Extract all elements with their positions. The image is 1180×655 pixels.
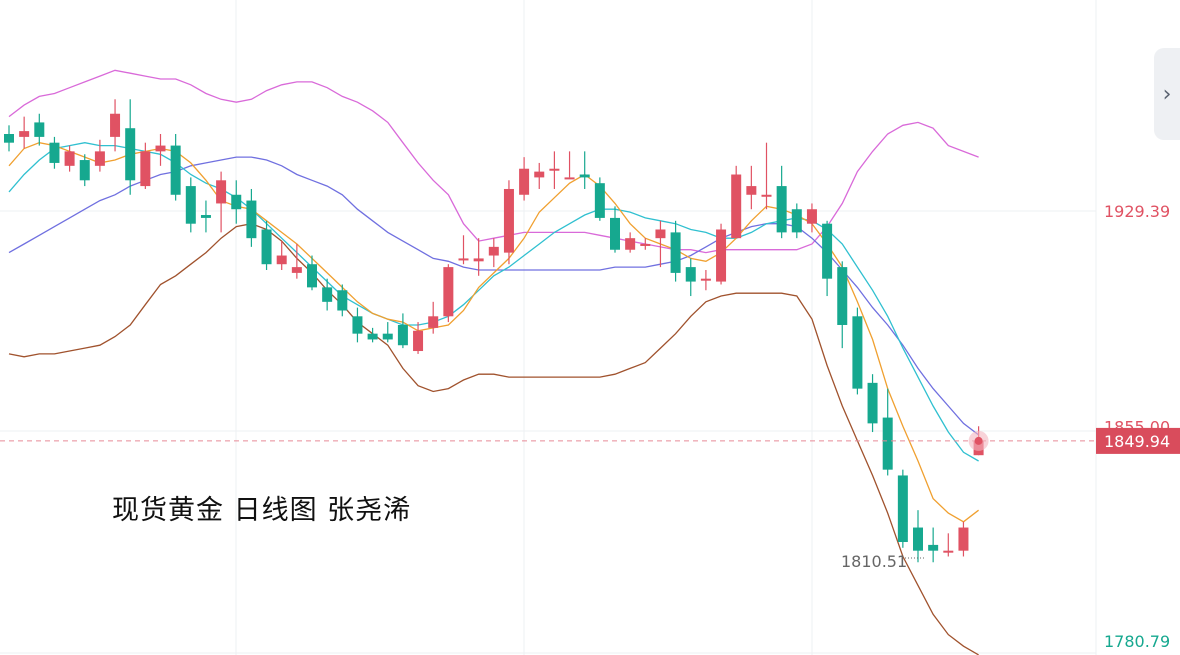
last-price-dot (974, 436, 983, 445)
candle-body-17 (261, 229, 272, 265)
candle-body-23 (352, 316, 363, 334)
candle-body-62 (943, 550, 954, 553)
candle-body-34 (519, 168, 530, 195)
candle-body-0 (4, 133, 14, 143)
candle-body-47 (716, 229, 727, 282)
candle-body-57 (867, 382, 878, 424)
candle-body-49 (746, 186, 757, 195)
candle-body-3 (49, 142, 60, 163)
y-tick-1929: 1929.39 (1104, 202, 1170, 221)
indicator-line-3 (8, 142, 979, 523)
candle-body-46 (700, 278, 711, 281)
candle-body-15 (231, 194, 242, 210)
candle-body-5 (79, 160, 90, 181)
candle-body-41 (625, 238, 636, 250)
candle-body-33 (503, 188, 514, 253)
candle-body-24 (367, 333, 378, 340)
candle-body-10 (155, 145, 166, 152)
last-price-tag (1096, 427, 1180, 454)
candle-body-16 (246, 200, 257, 239)
candle-body-36 (549, 168, 560, 171)
candle-body-50 (761, 194, 772, 197)
candle-body-20 (307, 264, 317, 288)
candle-body-27 (413, 330, 424, 352)
candle-body-12 (185, 186, 196, 224)
indicator-lines (8, 69, 979, 655)
candle-body-13 (200, 215, 211, 218)
candle-body-2 (34, 122, 45, 137)
indicator-line-0 (8, 69, 979, 254)
candle-body-18 (276, 255, 287, 265)
candle-body-1 (19, 131, 30, 137)
candle-body-19 (291, 267, 302, 273)
candle-body-48 (731, 174, 742, 239)
candle-body-8 (125, 128, 136, 181)
chart-annotation: 现货黄金 日线图 张尧浠 (112, 495, 412, 526)
candle-body-58 (882, 417, 893, 470)
candle-body-63 (958, 527, 969, 551)
candle-body-28 (428, 316, 439, 328)
candle-body-42 (640, 243, 651, 246)
indicator-line-2 (8, 142, 979, 462)
candle-body-39 (594, 183, 605, 218)
candle-body-7 (110, 113, 121, 137)
candle-body-59 (897, 475, 908, 543)
candle-body-29 (443, 267, 454, 317)
candle-body-22 (337, 290, 348, 311)
candle-body-52 (791, 209, 802, 233)
candle-body-43 (655, 229, 666, 239)
candle-body-32 (488, 246, 499, 256)
candle-body-6 (94, 151, 105, 166)
candle-body-35 (534, 171, 545, 178)
candle-body-30 (458, 258, 469, 261)
low-price-label: 1810.51 (841, 552, 907, 571)
candle-body-45 (685, 267, 696, 282)
candle-body-61 (928, 544, 939, 551)
candles (4, 99, 984, 563)
candle-body-11 (170, 145, 181, 195)
candle-body-38 (579, 174, 590, 178)
candle-body-21 (322, 287, 333, 302)
candle-body-14 (216, 180, 227, 204)
candle-body-44 (670, 232, 681, 273)
candle-body-51 (776, 186, 787, 233)
candle-body-40 (610, 217, 620, 250)
y-tick-1780: 1780.79 (1104, 632, 1170, 651)
grid-lines (0, 0, 1097, 655)
indicator-line-4 (8, 223, 979, 655)
candle-body-9 (140, 151, 151, 187)
chevron-right-icon: › (1162, 81, 1172, 107)
candle-body-60 (913, 527, 923, 551)
candle-body-53 (806, 209, 817, 224)
price-overlay: 1810.51 (0, 430, 1096, 571)
indicator-line-1 (8, 156, 979, 436)
collapse-panel-button[interactable]: › (1154, 48, 1180, 140)
candle-body-4 (64, 151, 75, 166)
candle-body-25 (382, 333, 393, 340)
candle-body-56 (852, 316, 863, 389)
candle-body-31 (473, 258, 484, 262)
candle-body-54 (822, 223, 833, 279)
candle-body-55 (837, 267, 848, 325)
last-price-label: 1849.94 (1104, 432, 1170, 451)
candle-body-37 (564, 177, 575, 180)
candle-body-26 (397, 324, 408, 346)
